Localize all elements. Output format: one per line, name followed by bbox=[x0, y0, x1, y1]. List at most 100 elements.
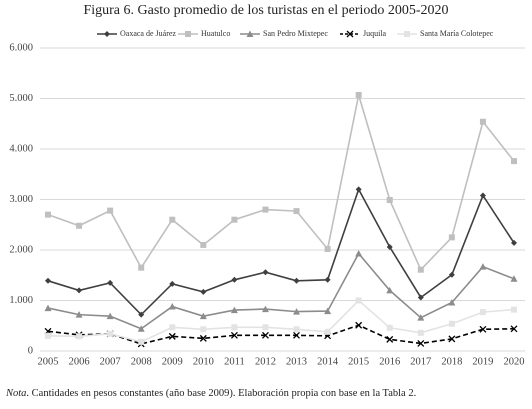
data-point bbox=[417, 339, 425, 347]
data-point bbox=[417, 266, 424, 273]
note-text: . Cantidades en pesos constantes (año ba… bbox=[26, 388, 416, 399]
data-point bbox=[417, 314, 425, 321]
data-point bbox=[510, 325, 518, 333]
data-point bbox=[448, 299, 456, 306]
data-point bbox=[199, 312, 207, 320]
data-point bbox=[169, 280, 176, 287]
y-tick-label: 6.000 bbox=[9, 42, 33, 53]
data-point bbox=[479, 263, 487, 270]
y-tick-label: 1.000 bbox=[9, 295, 33, 306]
data-point bbox=[168, 303, 176, 310]
legend-marker bbox=[404, 31, 410, 37]
data-point bbox=[76, 222, 83, 229]
data-point bbox=[293, 331, 300, 339]
data-point bbox=[138, 264, 145, 271]
data-point bbox=[107, 330, 114, 337]
x-tick-label: 2008 bbox=[131, 356, 152, 367]
legend-marker bbox=[246, 30, 254, 37]
data-point bbox=[479, 325, 487, 333]
series-line bbox=[47, 187, 515, 316]
data-point bbox=[293, 277, 300, 284]
note-label: Nota bbox=[5, 388, 26, 399]
x-tick-label: 2011 bbox=[224, 356, 245, 367]
data-point bbox=[44, 304, 52, 312]
legend-label: Juquila bbox=[363, 29, 387, 38]
legend-label: Santa María Colotepec bbox=[420, 29, 494, 38]
data-point bbox=[386, 324, 393, 331]
data-point bbox=[355, 250, 363, 257]
legend-marker bbox=[104, 31, 110, 37]
series-line bbox=[47, 324, 515, 345]
data-point bbox=[137, 325, 145, 332]
x-tick-label: 2019 bbox=[472, 356, 493, 367]
data-point bbox=[324, 245, 331, 252]
x-tick-label: 2014 bbox=[317, 356, 339, 367]
data-point bbox=[262, 269, 269, 276]
data-point bbox=[200, 288, 207, 295]
data-point bbox=[75, 311, 83, 318]
data-point bbox=[107, 207, 114, 214]
x-tick-label: 2013 bbox=[286, 356, 307, 367]
data-point bbox=[45, 332, 51, 339]
legend-label: Oaxaca de Juárez bbox=[120, 29, 176, 38]
x-tick-label: 2006 bbox=[69, 356, 90, 367]
data-point bbox=[355, 91, 362, 98]
data-point bbox=[386, 286, 394, 294]
data-point bbox=[293, 326, 300, 333]
data-point bbox=[199, 334, 207, 342]
data-point bbox=[479, 309, 486, 316]
data-point bbox=[138, 338, 145, 345]
legend-label: San Pedro Mixtepec bbox=[263, 29, 328, 38]
data-point bbox=[76, 287, 83, 294]
data-point bbox=[355, 186, 362, 193]
data-point bbox=[200, 241, 207, 248]
y-tick-label: 3.000 bbox=[9, 194, 33, 205]
data-point bbox=[293, 308, 301, 315]
data-point bbox=[76, 333, 83, 340]
data-point bbox=[262, 331, 269, 339]
data-point bbox=[106, 312, 114, 320]
data-point bbox=[262, 206, 269, 213]
data-point bbox=[511, 239, 517, 246]
x-tick-label: 2015 bbox=[348, 356, 369, 367]
data-point bbox=[448, 271, 455, 278]
series-line bbox=[47, 252, 515, 330]
note: Nota. Cantidades en pesos constantes (añ… bbox=[5, 388, 416, 399]
data-point bbox=[511, 306, 517, 313]
legend-label: Huatulco bbox=[201, 29, 230, 38]
x-tick-label: 2020 bbox=[504, 356, 525, 367]
x-tick-label: 2010 bbox=[193, 356, 214, 367]
data-point bbox=[479, 118, 486, 125]
data-point bbox=[293, 208, 300, 215]
data-point bbox=[448, 320, 455, 327]
legend-marker bbox=[185, 31, 191, 37]
data-point bbox=[107, 279, 114, 286]
x-tick-label: 2005 bbox=[38, 356, 59, 367]
data-point bbox=[479, 192, 486, 199]
data-point bbox=[324, 276, 331, 283]
series-line bbox=[47, 94, 515, 272]
series-line bbox=[47, 299, 515, 343]
y-tick-label: 4.000 bbox=[9, 143, 33, 154]
data-point bbox=[138, 311, 145, 318]
data-point bbox=[168, 332, 176, 340]
data-point bbox=[417, 294, 424, 301]
x-tick-label: 2016 bbox=[379, 356, 400, 367]
data-point bbox=[231, 216, 238, 223]
data-point bbox=[355, 321, 363, 329]
y-tick-label: 5.000 bbox=[9, 93, 33, 104]
data-point bbox=[324, 307, 332, 315]
y-tick-label: 2.000 bbox=[9, 244, 33, 255]
data-point bbox=[448, 335, 456, 343]
x-tick-label: 2007 bbox=[100, 356, 121, 367]
data-point bbox=[230, 306, 238, 314]
data-point bbox=[231, 276, 238, 283]
x-tick-label: 2017 bbox=[410, 356, 431, 367]
y-tick-label: 0 bbox=[28, 345, 33, 356]
data-point bbox=[324, 328, 331, 335]
data-point bbox=[230, 331, 238, 339]
chart-title: Figura 6. Gasto promedio de los turistas… bbox=[83, 3, 448, 18]
x-tick-label: 2012 bbox=[255, 356, 276, 367]
data-point bbox=[261, 305, 269, 313]
